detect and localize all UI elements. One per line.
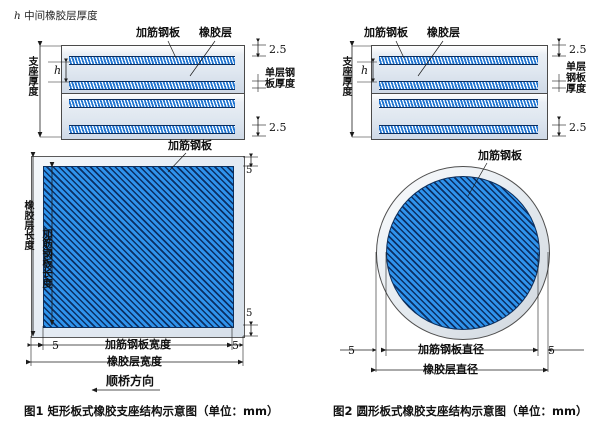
f2-dim-2p5-top xyxy=(552,38,566,58)
f1-dim-right-edge-5: 5 xyxy=(232,339,239,352)
f2-dim-bearing-thickness xyxy=(349,40,371,138)
f1-label-rubber-length: 橡胶层长度 xyxy=(22,200,33,250)
f2-caption: 图2 圆形板式橡胶支座结构示意图（单位：mm） xyxy=(333,404,588,418)
f1-plan-steel-body xyxy=(43,166,234,328)
f1-dim-top-2p5: 2.5 xyxy=(269,43,287,56)
f2-dim-bottom-2p5: 2.5 xyxy=(569,121,587,134)
f1-label-steel-plate-top: 加筋钢板 xyxy=(136,26,180,39)
f1-dim-bearing-thickness xyxy=(37,40,61,138)
f1-label-steel-length: 加筋钢板长度 xyxy=(40,228,51,288)
f1-label-steel-plate-plan: 加筋钢板 xyxy=(168,139,212,152)
f2-dim-right-edge-5: 5 xyxy=(548,344,555,357)
note-symbol: h xyxy=(14,10,21,22)
f1-dim-top-edge-5: 5 xyxy=(246,165,253,176)
f1-steel-plate-2 xyxy=(69,81,235,90)
f2-dim-single-plate xyxy=(552,74,566,92)
f2-label-rubber-diameter: 橡胶层直径 xyxy=(423,363,478,376)
f1-dim-left-edge-5: 5 xyxy=(52,339,59,352)
f1-single-plate-line1: 单层钢 xyxy=(265,68,295,79)
f1-dim-bottom-edge-5: 5 xyxy=(246,308,253,319)
f2-steel-plate-1 xyxy=(379,56,538,65)
note-text: 中间橡胶层厚度 xyxy=(24,10,98,22)
f1-steel-plate-1 xyxy=(69,56,235,65)
f1-label-rubber-layer: 橡胶层 xyxy=(199,26,232,39)
f2-single-plate-line2: 钢板 xyxy=(566,73,586,85)
f1-label-rubber-width: 橡胶层宽度 xyxy=(107,355,162,368)
f1-dim-bottom-edge xyxy=(243,321,258,337)
f2-steel-plate-2 xyxy=(379,81,538,90)
f1-label-bridge-direction: 顺桥方向 xyxy=(106,374,155,388)
f2-steel-plate-3 xyxy=(379,99,538,108)
f2-steel-plate-4 xyxy=(379,125,538,134)
f2-label-steel-plate-plan: 加筋钢板 xyxy=(478,149,522,162)
f2-single-plate-line3: 厚度 xyxy=(566,84,586,96)
f1-caption: 图1 矩形板式橡胶支座结构示意图（单位：mm） xyxy=(24,404,279,418)
f2-label-bearing-thickness: 支座厚度 xyxy=(340,56,351,96)
f1-dim-2p5-bottom xyxy=(252,116,266,137)
f1-label-steel-width: 加筋钢板宽度 xyxy=(105,338,171,351)
f2-label-steel-diameter: 加筋钢板直径 xyxy=(418,343,484,356)
f2-label-h: h xyxy=(361,64,369,77)
f1-single-plate-line2: 板厚度 xyxy=(265,79,295,91)
f2-label-single-plate-thickness: 单层 钢板 厚度 xyxy=(566,62,586,96)
f1-dim-single-plate xyxy=(252,74,266,92)
f2-dim-left-edge-5: 5 xyxy=(348,344,355,357)
f1-dim-2p5-top xyxy=(252,38,266,58)
note-middle-rubber-thickness: h 中间橡胶层厚度 xyxy=(14,8,98,23)
f1-label-bearing-thickness: 支座厚度 xyxy=(26,56,37,96)
f2-label-steel-plate-top: 加筋钢板 xyxy=(364,26,408,39)
f2-dim-2p5-bottom xyxy=(552,116,566,137)
f2-single-plate-line1: 单层 xyxy=(566,62,586,73)
f1-label-h: h xyxy=(54,64,62,77)
f2-plan-steel-body xyxy=(386,176,540,330)
f2-dim-top-2p5: 2.5 xyxy=(569,43,587,56)
f1-dim-bottom-2p5: 2.5 xyxy=(269,121,287,134)
f1-steel-plate-3 xyxy=(69,99,235,108)
f1-label-single-plate-thickness: 单层钢 板厚度 xyxy=(265,68,295,90)
f2-label-rubber-layer: 橡胶层 xyxy=(427,26,460,39)
f1-steel-plate-4 xyxy=(69,125,235,134)
